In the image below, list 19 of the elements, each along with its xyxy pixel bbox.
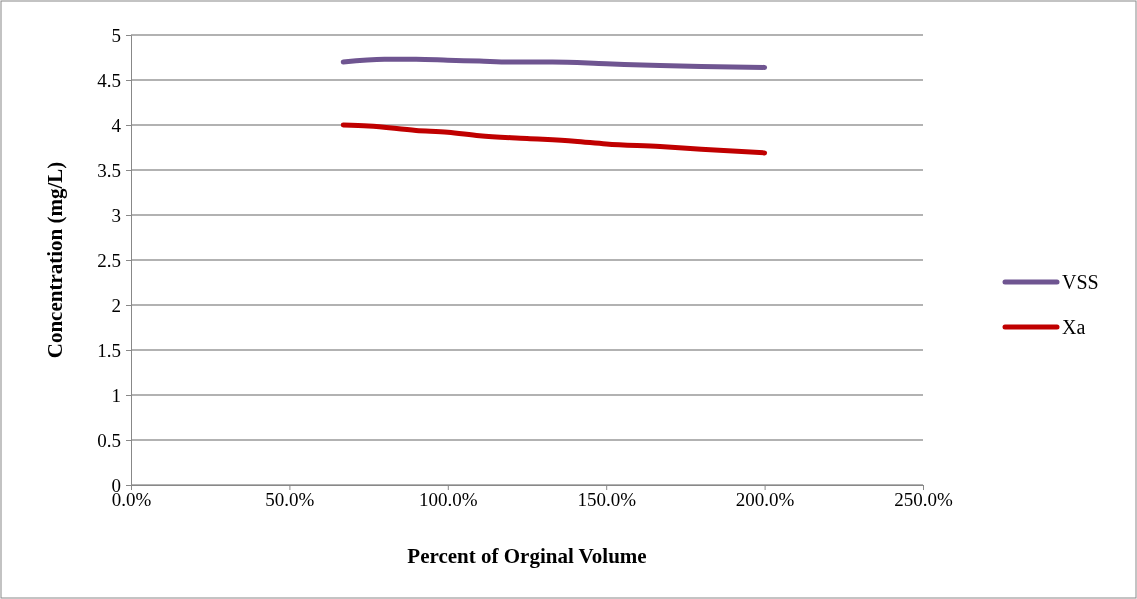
y-tick-label: 5 xyxy=(111,24,121,46)
y-tick-label: 4.5 xyxy=(97,69,121,91)
y-tick-label: 3.5 xyxy=(97,159,121,181)
x-axis-title: Percent of Orginal Volume xyxy=(407,544,647,568)
y-tick-label: 1.5 xyxy=(97,339,121,361)
x-tick-label: 200.0% xyxy=(735,489,795,511)
y-tick-label: 2 xyxy=(111,294,121,316)
x-tick-label: 50.0% xyxy=(265,489,315,511)
y-axis-title: Concentration (mg/L) xyxy=(43,161,67,359)
x-tick-label: 100.0% xyxy=(419,489,478,511)
y-tick-label: 2.5 xyxy=(97,249,121,271)
legend-label: VSS xyxy=(1062,271,1099,293)
y-tick-label: 0.5 xyxy=(97,429,121,451)
legend-label: Xa xyxy=(1062,316,1086,338)
y-tick-label: 4 xyxy=(111,114,122,136)
y-tick-label: 3 xyxy=(111,204,121,226)
y-tick-label: 1 xyxy=(111,384,121,406)
x-tick-label: 150.0% xyxy=(577,489,637,511)
x-tick-label: 250.0% xyxy=(894,489,953,511)
